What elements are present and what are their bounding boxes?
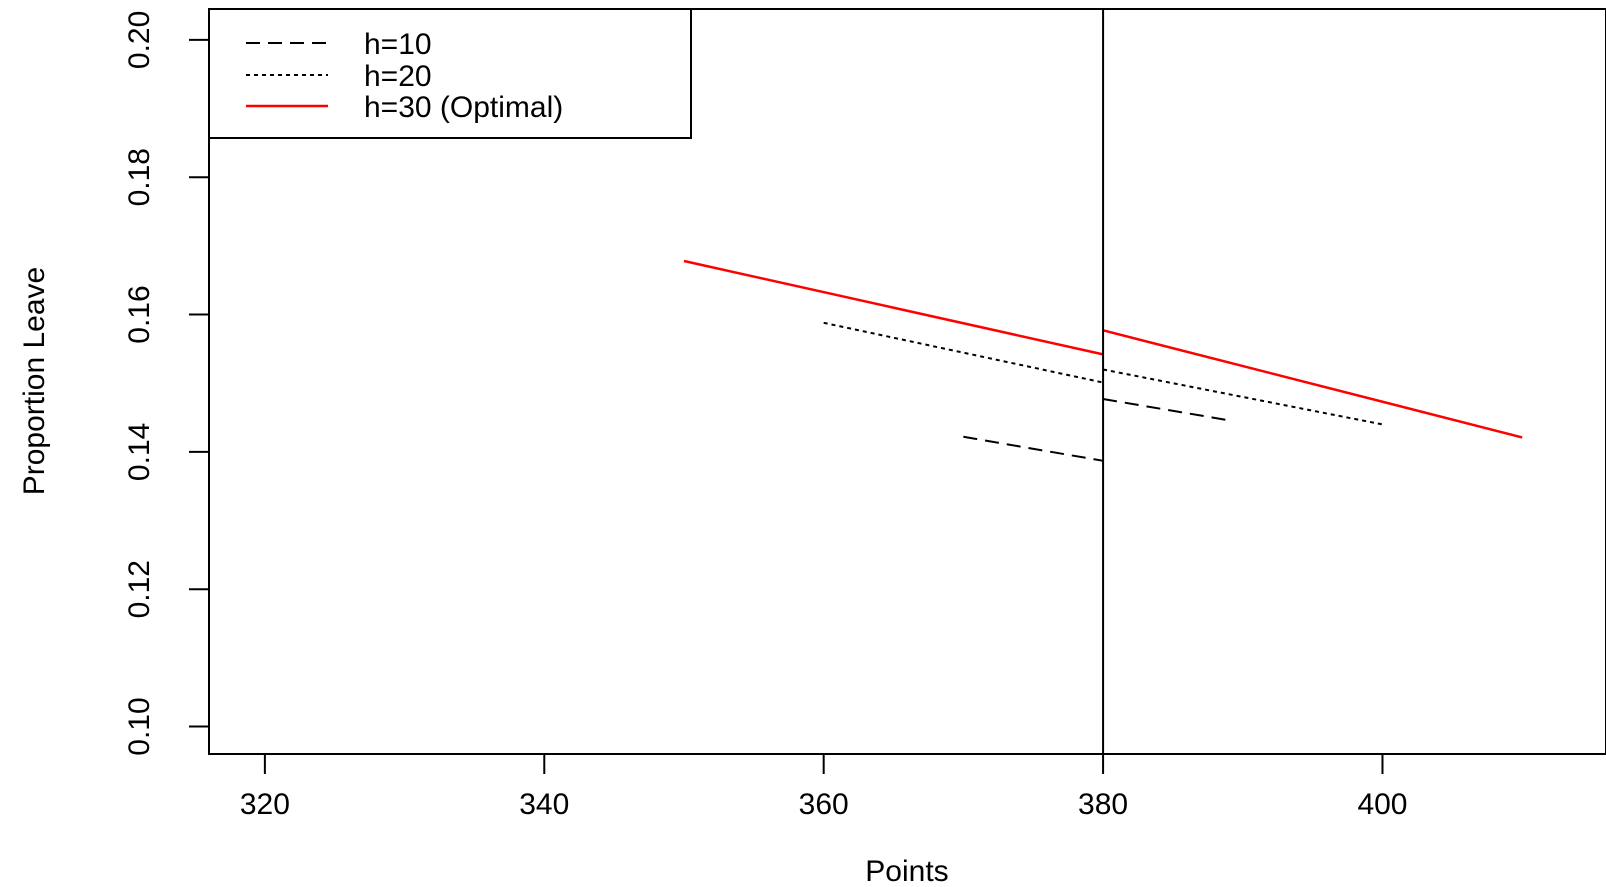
legend-label: h=10 — [364, 28, 432, 61]
y-axis-title: Proportion Leave — [18, 267, 51, 496]
x-axis: 320 340 360 380 400 — [240, 754, 1408, 821]
x-tick-label: 320 — [240, 788, 290, 821]
series-segment — [963, 435, 1104, 462]
x-tick-label: 360 — [799, 788, 849, 821]
series-layer — [683, 259, 1523, 462]
legend-label: h=30 (Optimal) — [364, 91, 563, 124]
x-tick-label: 400 — [1357, 788, 1407, 821]
series-h10 — [963, 398, 1229, 462]
legend-box — [208, 8, 692, 139]
series-segment — [683, 259, 1104, 356]
x-axis-title: Points — [865, 855, 948, 887]
y-tick-label: 0.20 — [123, 11, 156, 69]
y-axis: 0.10 0.12 0.14 0.16 0.18 0.20 — [123, 11, 209, 756]
y-tick-label: 0.10 — [123, 697, 156, 755]
series-segment — [1102, 329, 1523, 439]
x-tick-label: 380 — [1078, 788, 1128, 821]
series-h30 — [683, 259, 1523, 439]
x-tick-label: 340 — [519, 788, 569, 821]
legend: h=10h=20h=30 (Optimal) — [208, 8, 692, 139]
y-tick-label: 0.14 — [123, 423, 156, 481]
y-tick-label: 0.16 — [123, 285, 156, 343]
y-tick-label: 0.12 — [123, 560, 156, 618]
legend-label: h=20 — [364, 60, 432, 93]
y-tick-label: 0.18 — [123, 148, 156, 206]
